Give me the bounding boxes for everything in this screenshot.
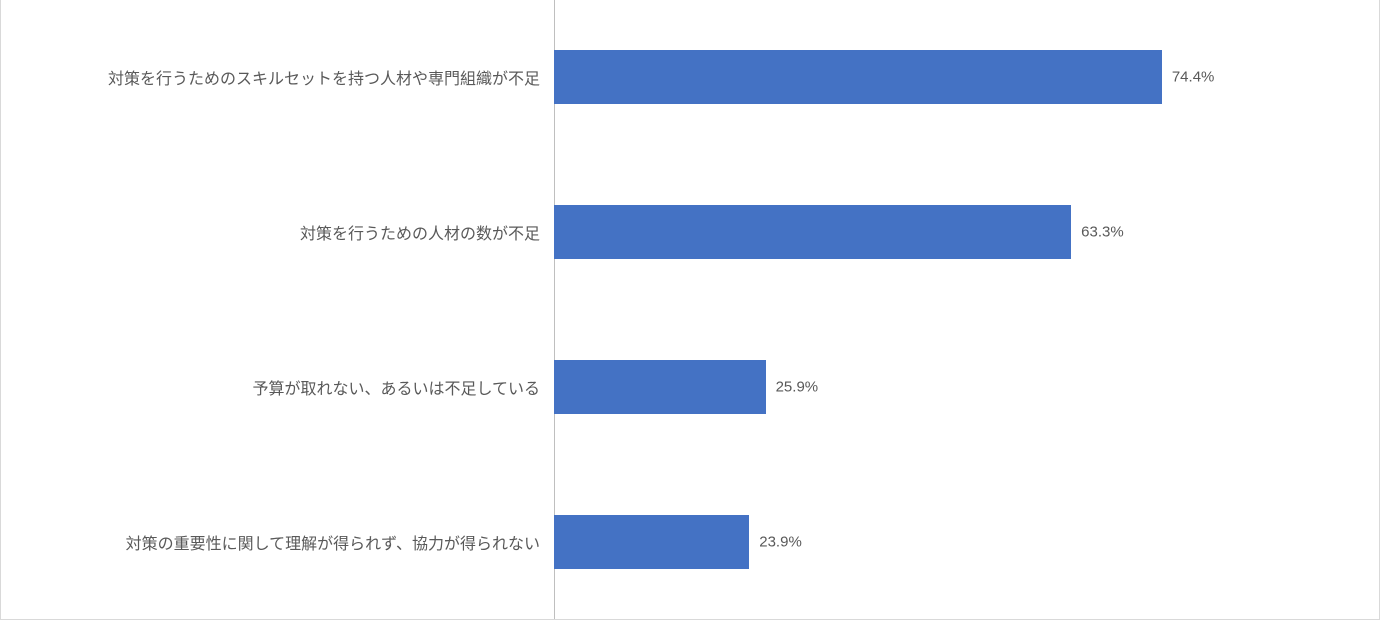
bar bbox=[554, 205, 1071, 259]
bar bbox=[554, 360, 766, 414]
category-label: 対策の重要性に関して理解が得られず、協力が得られない bbox=[126, 530, 540, 554]
value-label: 63.3% bbox=[1081, 224, 1124, 241]
bar-row: 予算が取れない、あるいは不足している 25.9% bbox=[1, 310, 1379, 465]
bar-row: 対策を行うための人材の数が不足 63.3% bbox=[1, 155, 1379, 310]
bar bbox=[554, 515, 749, 569]
category-label: 対策を行うための人材の数が不足 bbox=[300, 220, 540, 244]
category-label: 予算が取れない、あるいは不足している bbox=[252, 375, 540, 399]
category-label: 対策を行うためのスキルセットを持つ人材や専門組織が不足 bbox=[108, 65, 540, 89]
value-label: 23.9% bbox=[759, 533, 802, 550]
value-label: 25.9% bbox=[776, 378, 819, 395]
bar-row: 対策を行うためのスキルセットを持つ人材や専門組織が不足 74.4% bbox=[1, 0, 1379, 155]
chart-rows: 対策を行うためのスキルセットを持つ人材や専門組織が不足 74.4% 対策を行うた… bbox=[1, 0, 1379, 619]
bar-row: 対策の重要性に関して理解が得られず、協力が得られない 23.9% bbox=[1, 464, 1379, 619]
value-label: 74.4% bbox=[1172, 69, 1215, 86]
bar-chart: 対策を行うためのスキルセットを持つ人材や専門組織が不足 74.4% 対策を行うた… bbox=[0, 0, 1380, 620]
bar bbox=[554, 50, 1162, 104]
